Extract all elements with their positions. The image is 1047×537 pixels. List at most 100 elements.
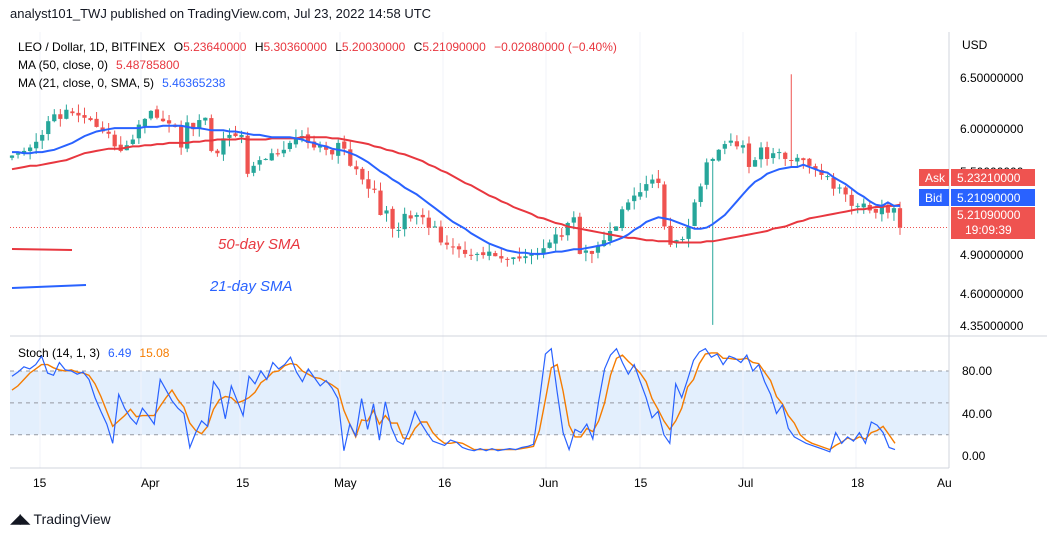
candle-body — [583, 250, 588, 253]
candle-body — [620, 209, 625, 229]
candle-body — [650, 179, 655, 184]
candle-body — [613, 226, 619, 231]
bid-value-tag — [951, 189, 1035, 206]
candle-body — [601, 240, 607, 247]
candle-body — [505, 258, 510, 260]
currency-label: USD — [962, 38, 988, 52]
time-label: Jul — [738, 476, 753, 490]
stochastic-layer — [11, 347, 896, 453]
candle-body — [517, 256, 522, 259]
candle-body — [179, 125, 184, 148]
candle-body — [215, 150, 220, 154]
candle-body — [758, 147, 764, 160]
candle-body — [644, 184, 649, 191]
sma50-annotation-line — [11, 248, 73, 251]
candle-body — [203, 117, 208, 121]
candle-body — [396, 229, 401, 231]
stoch-tick: 0.00 — [962, 449, 986, 463]
candle-body — [414, 215, 419, 217]
candle-body — [499, 256, 504, 259]
candle-body — [662, 184, 667, 227]
stoch-k-line — [11, 347, 896, 453]
candle-body — [106, 131, 111, 134]
candle-body — [849, 194, 854, 206]
time-label: May — [334, 476, 357, 490]
candle-body — [728, 140, 733, 143]
candle-body — [734, 141, 740, 147]
candle-body — [324, 145, 329, 150]
candle-body — [777, 152, 782, 154]
sma21-annotation: 21-day SMA — [209, 278, 293, 295]
candle-body — [764, 147, 770, 159]
candle-body — [372, 188, 377, 190]
candle-body — [191, 122, 196, 130]
legend-stoch: Stoch (14, 1, 3) 6.49 15.08 — [18, 346, 170, 360]
candle-body — [565, 223, 570, 236]
time-label: Apr — [141, 476, 160, 490]
candle-body — [221, 138, 226, 155]
candle-body — [402, 213, 407, 230]
candle-body — [468, 254, 474, 256]
candle-body — [348, 149, 353, 166]
candle-body — [28, 147, 33, 152]
bid-label: Bid — [925, 191, 942, 205]
candle-body — [595, 245, 601, 253]
candle-body — [475, 253, 480, 255]
bid-tag — [919, 189, 949, 206]
candle-body — [607, 231, 613, 241]
candle-body — [311, 141, 317, 148]
candle-body — [879, 205, 884, 215]
ask-label: Ask — [925, 171, 946, 185]
candle-body — [861, 203, 866, 208]
candle-body — [160, 118, 166, 122]
candles-layer — [9, 74, 903, 325]
price-tick: 6.50000000 — [960, 71, 1024, 85]
time-label: Au — [937, 476, 952, 490]
candle-body — [686, 226, 691, 239]
stoch-overbought-oversold-band — [10, 371, 949, 435]
candle-body — [795, 157, 800, 162]
candle-body — [360, 168, 365, 180]
candle-body — [831, 177, 836, 189]
candle-body — [390, 208, 395, 229]
bar-countdown: 19:09:39 — [965, 223, 1012, 237]
candle-body — [656, 178, 661, 183]
candle-body — [34, 141, 39, 149]
legend-ma50: MA (50, close, 0) 5.48785800 — [18, 58, 180, 72]
candle-body — [251, 165, 256, 173]
candle-body — [571, 217, 576, 223]
candle-body — [15, 153, 21, 155]
candle-body — [293, 138, 299, 145]
candle-body — [668, 225, 673, 245]
candle-body — [239, 134, 244, 137]
candle-body — [245, 135, 250, 174]
stoch-tick: 80.00 — [962, 364, 992, 378]
legend-ma21: MA (21, close, 0, SMA, 5) 5.46365238 — [18, 76, 226, 90]
candle-body — [142, 118, 148, 127]
tradingview-logo[interactable]: ◢◣ TradingView — [10, 510, 111, 527]
price-tick: 4.90000000 — [960, 248, 1024, 262]
candle-body — [523, 256, 528, 259]
candle-body — [638, 192, 643, 197]
candle-body — [456, 246, 462, 250]
candle-body — [825, 176, 830, 178]
candle-body — [366, 179, 371, 189]
candle-body — [330, 149, 335, 155]
candle-body — [354, 166, 359, 170]
tradingview-brand: TradingView — [33, 510, 111, 527]
price-tick: 4.60000000 — [960, 287, 1024, 301]
tradingview-mark-icon: ◢◣ — [10, 510, 31, 526]
candle-body — [855, 205, 860, 207]
candle-body — [746, 143, 752, 167]
candle-body — [408, 215, 413, 219]
last-price-tag — [951, 207, 1035, 239]
time-label: Jun — [539, 476, 558, 490]
time-label: 15 — [634, 476, 648, 490]
candle-body — [716, 149, 721, 161]
candle-body — [698, 186, 703, 203]
candle-body — [680, 239, 685, 241]
candle-body — [897, 208, 903, 228]
candle-body — [154, 109, 160, 118]
candle-body — [837, 187, 842, 189]
